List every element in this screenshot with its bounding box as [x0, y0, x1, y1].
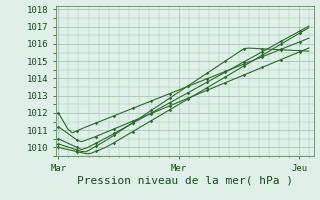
X-axis label: Pression niveau de la mer( hPa ): Pression niveau de la mer( hPa )	[77, 175, 293, 185]
